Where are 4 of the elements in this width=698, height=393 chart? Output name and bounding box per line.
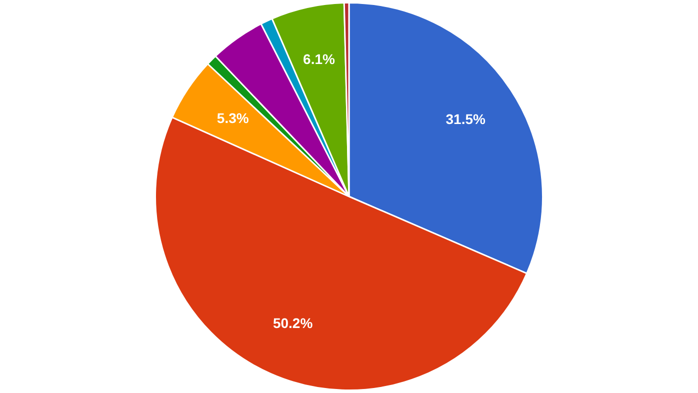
data-label: 50.2%: [272, 315, 314, 332]
data-label: 5.3%: [216, 110, 250, 126]
data-label: 31.5%: [446, 110, 486, 127]
data-label: 6.1%: [303, 51, 336, 68]
